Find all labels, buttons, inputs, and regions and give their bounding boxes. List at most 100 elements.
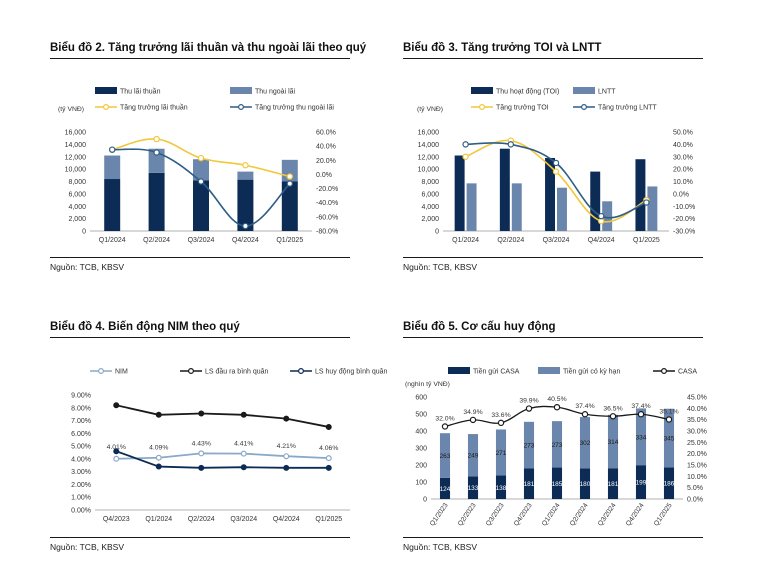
x-tick-label: Q4/2023 (513, 502, 534, 528)
data-point (242, 162, 249, 169)
x-tick-label: Q3/2023 (485, 502, 506, 528)
legend-swatch (448, 367, 470, 374)
y2-tick-label: 50.0% (673, 130, 693, 137)
y-tick-label: 4.00% (71, 456, 91, 463)
y-tick-label: 500 (415, 412, 427, 419)
bar-value-label: 249 (468, 453, 479, 460)
y2-tick-label: 5.0% (687, 485, 703, 492)
legend-swatch (471, 87, 493, 94)
bar-value-label: 181 (524, 481, 535, 488)
data-label: 4.06% (319, 445, 338, 452)
y-tick-label: 14,000 (418, 142, 440, 149)
bar (193, 159, 209, 181)
data-point (609, 413, 617, 420)
data-point (497, 419, 505, 427)
y-tick-label: 2,000 (421, 216, 439, 223)
x-tick-label: Q1/2024 (452, 237, 479, 244)
data-point (597, 212, 605, 220)
y-tick-label: 10,000 (65, 167, 87, 174)
legend-label: LS huy động bình quân (315, 369, 388, 376)
chart-title: Biểu đồ 2. Tăng trưởng lãi thuần và thu … (50, 42, 367, 54)
chart-1: Thu lãi thuần Thu ngoài lãi Tăng trưởng lã… (58, 87, 338, 245)
y2-tick-label: 40.0% (316, 144, 336, 151)
legend-label: Tăng trưởng lãi thuần (120, 103, 188, 112)
y2-tick-label: 30.0% (673, 154, 693, 161)
bar (602, 201, 613, 231)
bar (499, 148, 510, 231)
data-label: 33.6% (491, 412, 510, 419)
chart-source: Nguồn: TCB, KBSV (50, 262, 125, 272)
x-tick-label: Q2/2024 (569, 502, 590, 528)
legend-marker (102, 104, 109, 111)
y2-tick-label: 0.0% (687, 497, 703, 504)
legend-marker (581, 104, 588, 111)
y-tick-label: 5.00% (71, 444, 91, 451)
bar (551, 467, 563, 499)
x-tick-label: Q1/2025 (653, 502, 674, 528)
data-label: 32.0% (435, 415, 454, 422)
y-tick-label: 0 (435, 229, 439, 236)
x-tick-label: Q2/2024 (188, 516, 215, 523)
data-point (325, 455, 332, 462)
y-tick-label: 400 (415, 429, 427, 436)
x-tick-label: Q4/2023 (103, 516, 130, 523)
chart-4: Tiền gửi CASA Tiền gửi có kỳ hạn CASA (nghì… (405, 367, 707, 528)
bar-value-label: 186 (664, 481, 675, 488)
data-point (525, 405, 533, 412)
legend-label: CASA (678, 369, 697, 376)
x-tick-label: Q2/2023 (457, 502, 478, 528)
x-tick-label: Q2/2024 (497, 237, 524, 244)
bar (663, 408, 675, 468)
y-tick-label: 7.00% (71, 418, 91, 425)
y2-tick-label: -60.0% (316, 214, 338, 221)
bar (495, 429, 507, 476)
bar (551, 421, 563, 468)
bar (237, 171, 254, 180)
y-tick-label: 6.00% (71, 431, 91, 438)
chart-title: Biểu đồ 4. Biến động NIM theo quý (50, 321, 240, 333)
bar (607, 414, 619, 469)
y-axis-unit: (tỷ VNĐ) (58, 106, 84, 113)
data-point (552, 159, 560, 167)
chart-title: Biểu đồ 3. Tăng trưởng TOI và LNTT (403, 42, 602, 54)
x-tick-label: Q3/2024 (543, 237, 570, 244)
data-label: 37.4% (631, 403, 650, 410)
bar (635, 159, 646, 231)
y-tick-label: 10,000 (418, 167, 440, 174)
bar (523, 468, 535, 499)
bar-value-label: 334 (636, 434, 647, 441)
data-point (665, 416, 673, 423)
y-axis-unit: (nghìn tỷ VNĐ) (405, 381, 450, 388)
x-tick-label: Q4/2024 (232, 237, 259, 244)
series-line (465, 142, 647, 219)
data-label: 4.41% (234, 441, 253, 448)
bar-value-label: 133 (468, 485, 479, 492)
bar (663, 467, 675, 499)
y2-tick-label: -10.0% (673, 204, 695, 211)
bar (635, 408, 647, 466)
data-label: 4.43% (192, 440, 211, 447)
x-tick-label: Q1/2025 (315, 516, 342, 523)
bar (635, 465, 647, 499)
y-tick-label: 0.00% (71, 508, 91, 515)
data-point (242, 222, 249, 230)
legend-label: Thu hoạt động (TOI) (496, 89, 559, 96)
series-line (116, 452, 329, 460)
x-tick-label: Q1/2024 (145, 516, 172, 523)
bar (454, 155, 465, 231)
x-tick-label: Q4/2024 (273, 516, 300, 523)
data-point (325, 464, 332, 471)
source-rule (403, 537, 703, 538)
bar-value-label: 199 (636, 480, 647, 487)
y-tick-label: 0 (423, 497, 427, 504)
title-rule (50, 337, 350, 338)
y-tick-label: 6,000 (68, 191, 86, 198)
data-label: 34.9% (463, 409, 482, 416)
data-point (197, 178, 205, 185)
y2-tick-label: -20.0% (316, 186, 338, 193)
data-point (240, 450, 247, 457)
legend-swatch (95, 87, 117, 94)
legend-marker (188, 368, 195, 375)
legend-label: LS đầu ra bình quân (205, 367, 269, 376)
bar (557, 187, 567, 231)
